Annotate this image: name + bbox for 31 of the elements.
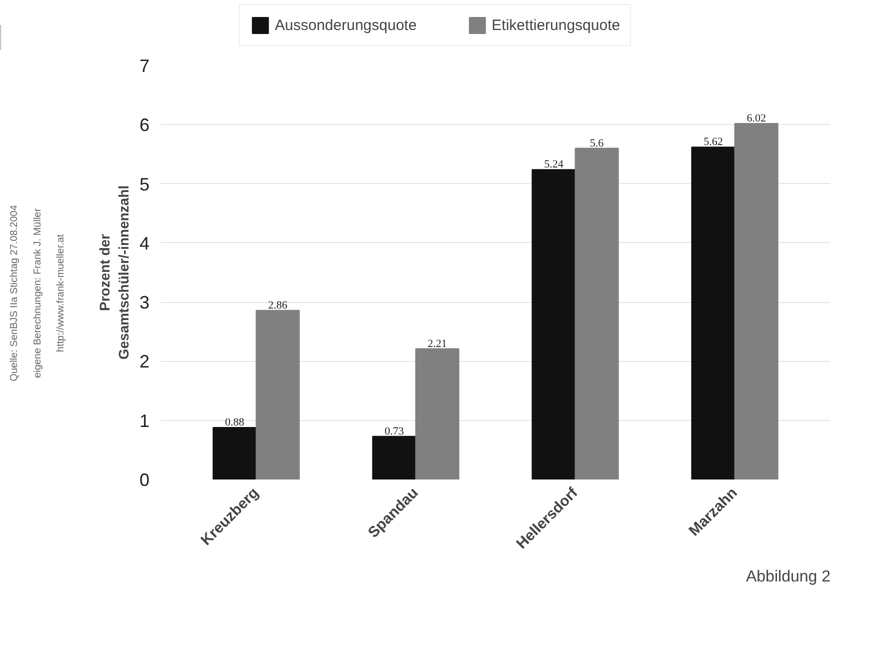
y-tick-label: 2	[139, 352, 150, 372]
bar	[532, 169, 576, 480]
y-tick-label: 5	[139, 174, 150, 194]
y-tick-label: 7	[139, 56, 150, 76]
text: Abbildung 2	[746, 568, 831, 586]
bar	[691, 146, 736, 480]
y-tick-label: 1	[139, 410, 150, 431]
data-label: 2.86	[268, 299, 288, 312]
y-axis-title: Prozent der Gesamtschüler/-innenzahl	[96, 185, 132, 360]
data-label: 0.73	[384, 425, 404, 438]
bar	[574, 148, 619, 480]
text: http://www.frank-mueller.at	[56, 234, 67, 352]
legend-label: Etikettierungsquote	[492, 16, 620, 34]
y-tick-label: 0	[139, 470, 150, 490]
data-label: 0.88	[225, 416, 245, 428]
text: eigene Berechnungen: Frank J. Müller	[32, 208, 44, 378]
data-label: 5.6	[590, 137, 604, 150]
bar	[212, 426, 257, 480]
y-tick-label: 6	[139, 115, 150, 136]
data-label: 6.02	[746, 112, 766, 124]
y-tick-label: 3	[139, 292, 150, 313]
bar	[415, 348, 460, 480]
data-label: 5.62	[704, 136, 723, 148]
legend-label: Aussonderungsquote	[274, 16, 417, 34]
bar	[256, 310, 300, 480]
data-label: 5.24	[544, 158, 564, 171]
y-tick-label: 4	[139, 233, 150, 254]
data-label: 2.21	[428, 338, 447, 350]
bar	[372, 436, 416, 480]
source-note: Quelle: SenBJS IIa Stichtag 27.08.2004	[9, 204, 20, 382]
bar	[734, 122, 778, 480]
